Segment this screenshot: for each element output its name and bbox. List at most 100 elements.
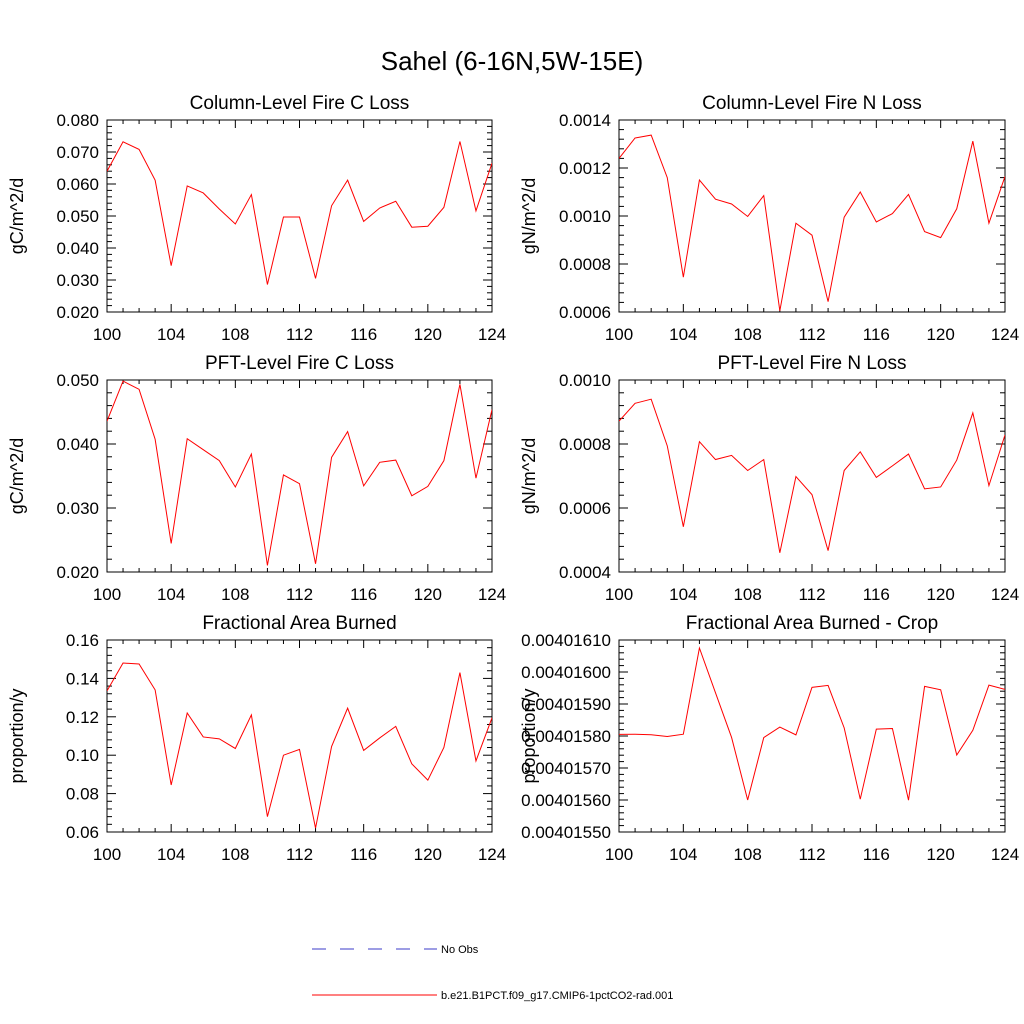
y-tick-label: 0.0006 — [559, 499, 611, 518]
panel-4: PFT-Level Fire N Loss 100 104 108 112 116 120 1… — [519, 353, 1019, 604]
x-tick-label: 104 — [669, 845, 697, 864]
y-axis-label: gN/m^2/d — [519, 178, 539, 254]
x-tick-label: 116 — [350, 585, 377, 604]
y-tick-label: 0.00401600 — [521, 663, 611, 682]
y-tick-label: 0.040 — [56, 435, 99, 454]
y-tick-label: 0.050 — [56, 371, 99, 390]
y-tick-label: 0.00401570 — [521, 759, 611, 778]
y-tick-label: 0.050 — [56, 207, 99, 226]
y-tick-label: 0.0008 — [559, 255, 611, 274]
x-tick-label: 108 — [221, 325, 249, 344]
x-tick-label: 104 — [157, 845, 185, 864]
y-tick-label: 0.060 — [56, 175, 99, 194]
y-tick-label: 0.10 — [66, 746, 99, 765]
x-tick-label: 112 — [286, 845, 313, 864]
x-tick-label: 112 — [286, 325, 313, 344]
panel-title: Column-Level Fire N Loss — [702, 93, 922, 114]
panel-3: PFT-Level Fire C Loss 100 104 108 112 116 120 1… — [7, 353, 506, 604]
series-line — [619, 646, 1005, 801]
y-tick-label: 0.070 — [56, 143, 99, 162]
series-line — [107, 141, 492, 285]
x-tick-label: 120 — [926, 585, 954, 604]
y-tick-label: 0.0014 — [559, 111, 611, 130]
panel-title: Fractional Area Burned - Crop — [686, 613, 938, 634]
x-tick-label: 112 — [798, 325, 825, 344]
y-axis-label: gC/m^2/d — [7, 438, 27, 514]
x-tick-label: 104 — [157, 585, 185, 604]
panel-title: PFT-Level Fire C Loss — [205, 353, 394, 374]
x-tick-label: 120 — [414, 325, 442, 344]
series-line — [107, 662, 492, 829]
x-tick-label: 116 — [350, 325, 377, 344]
x-tick-label: 116 — [863, 845, 890, 864]
x-tick-label: 112 — [286, 585, 313, 604]
plot-frame — [106, 119, 493, 313]
x-tick-label: 100 — [93, 585, 121, 604]
panel-5: Fractional Area Burned 100 104 108 112 116 120… — [7, 613, 506, 864]
x-tick-label: 100 — [93, 325, 121, 344]
y-tick-label: 0.00401580 — [521, 727, 611, 746]
y-tick-label: 0.00401550 — [521, 823, 611, 842]
legend-label-no-obs: No Obs — [441, 944, 479, 956]
x-tick-label: 120 — [414, 845, 442, 864]
y-tick-label: 0.12 — [66, 708, 99, 727]
x-tick-label: 100 — [605, 325, 633, 344]
y-axis-label: proportion/y — [7, 688, 27, 783]
series-line — [107, 380, 492, 566]
y-axis-label: proportion/y — [519, 688, 539, 783]
panel-title: Column-Level Fire C Loss — [190, 93, 410, 114]
x-tick-label: 104 — [669, 325, 697, 344]
y-tick-label: 0.00401560 — [521, 791, 611, 810]
x-tick-label: 104 — [669, 585, 697, 604]
y-tick-label: 0.0012 — [559, 159, 611, 178]
y-tick-label: 0.030 — [56, 499, 99, 518]
y-tick-label: 0.080 — [56, 111, 99, 130]
y-tick-label: 0.020 — [56, 303, 99, 322]
y-tick-label: 0.030 — [56, 271, 99, 290]
x-tick-label: 100 — [93, 845, 121, 864]
x-tick-label: 124 — [991, 845, 1019, 864]
x-tick-label: 124 — [478, 845, 506, 864]
x-tick-label: 108 — [221, 585, 249, 604]
y-tick-label: 0.0008 — [559, 435, 611, 454]
y-tick-label: 0.0004 — [559, 563, 611, 582]
x-tick-label: 100 — [605, 845, 633, 864]
plot-frame — [618, 639, 1006, 833]
panel-title: PFT-Level Fire N Loss — [718, 353, 907, 374]
x-tick-label: 108 — [733, 325, 761, 344]
x-tick-label: 116 — [350, 845, 377, 864]
figure-title: Sahel (6-16N,5W-15E) — [381, 46, 644, 76]
x-tick-label: 108 — [733, 845, 761, 864]
y-tick-label: 0.0010 — [559, 207, 611, 226]
x-tick-label: 120 — [414, 585, 442, 604]
panel-6: Fractional Area Burned - Crop 100 104 108 11… — [519, 613, 1019, 864]
x-tick-label: 116 — [863, 325, 890, 344]
x-tick-label: 116 — [863, 585, 890, 604]
panel-1: Column-Level Fire C Loss 100 104 108 112 116 1… — [7, 93, 506, 344]
x-tick-label: 124 — [478, 585, 506, 604]
y-axis-label: gC/m^2/d — [7, 178, 27, 254]
y-tick-label: 0.040 — [56, 239, 99, 258]
x-tick-label: 100 — [605, 585, 633, 604]
y-tick-label: 0.14 — [66, 669, 99, 688]
y-tick-label: 0.0010 — [559, 371, 611, 390]
y-tick-label: 0.020 — [56, 563, 99, 582]
x-tick-label: 124 — [991, 585, 1019, 604]
legend-label-run: b.e21.B1PCT.f09_g17.CMIP6-1pctCO2-rad.00… — [441, 990, 673, 1002]
y-tick-label: 0.00401590 — [521, 695, 611, 714]
x-tick-label: 124 — [991, 325, 1019, 344]
x-tick-label: 124 — [478, 325, 506, 344]
panels: Column-Level Fire C Loss 100 104 108 112 116 1… — [7, 93, 1019, 864]
plot-frame — [618, 119, 1006, 313]
x-tick-label: 108 — [221, 845, 249, 864]
y-axis-label: gN/m^2/d — [519, 438, 539, 514]
x-tick-label: 108 — [733, 585, 761, 604]
y-tick-label: 0.0006 — [559, 303, 611, 322]
x-tick-label: 120 — [926, 325, 954, 344]
y-tick-label: 0.16 — [66, 631, 99, 650]
y-tick-label: 0.08 — [66, 785, 99, 804]
x-tick-label: 112 — [798, 585, 825, 604]
series-line — [619, 134, 1005, 311]
y-tick-label: 0.06 — [66, 823, 99, 842]
